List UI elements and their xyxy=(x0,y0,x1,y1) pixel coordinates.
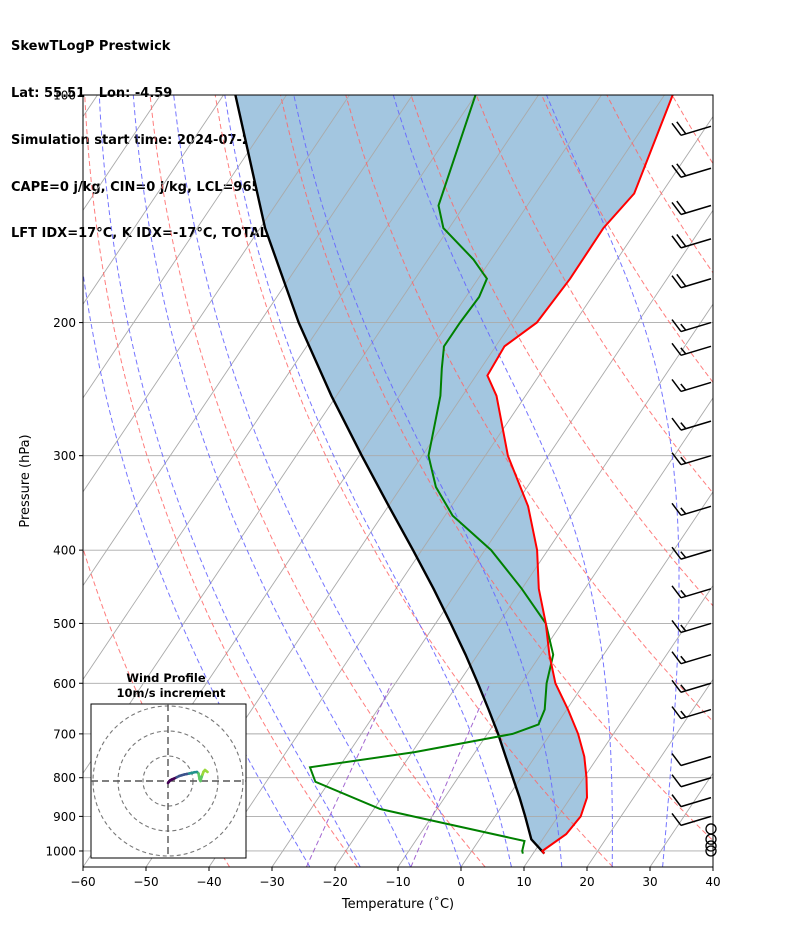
dry-adiabat-lines xyxy=(83,95,713,867)
y-tick-label: 800 xyxy=(53,771,76,785)
isotherm-line xyxy=(460,490,713,867)
isotherm-line xyxy=(208,115,713,867)
y-tick-label: 100 xyxy=(53,89,76,103)
isotherm-line xyxy=(83,95,287,399)
hodograph-segment xyxy=(204,769,209,774)
hodograph-inset: Wind Profile 10m/s increment xyxy=(90,671,247,859)
moist-adiabat-lines xyxy=(83,95,713,867)
isotherm-line xyxy=(83,95,224,305)
temperature-profile-line xyxy=(486,95,674,855)
wind-barb xyxy=(671,319,712,333)
y-tick-label: 400 xyxy=(53,544,76,558)
isotherm-line xyxy=(83,95,413,587)
isotherm-line xyxy=(271,209,713,867)
y-tick-label: 600 xyxy=(53,677,76,691)
y-tick-label: 900 xyxy=(53,810,76,824)
x-tick-label: 30 xyxy=(642,875,657,889)
x-tick-label: 10 xyxy=(516,875,531,889)
wind-barb xyxy=(671,585,712,599)
x-tick-label: −50 xyxy=(133,875,158,889)
location-line: Lat: 55.51 Lon: -4.59 xyxy=(11,85,173,101)
hodograph-title: Wind Profile xyxy=(126,671,206,685)
wind-barb xyxy=(671,200,712,216)
x-axis-label: Temperature (˚C) xyxy=(341,896,454,912)
dry-adiabat xyxy=(475,95,713,494)
x-axis: −60 −50 −40 −30 −20 −10 0 10 20 30 40 xyxy=(70,867,721,889)
chart-title: SkewTLogP Prestwick xyxy=(11,39,171,55)
moist-adiabat xyxy=(712,863,713,867)
cape-shading xyxy=(235,95,673,854)
moist-adiabat xyxy=(224,95,512,867)
wind-barb xyxy=(671,163,712,178)
wind-barb xyxy=(671,273,712,289)
moist-adiabat xyxy=(98,95,361,867)
x-tick-label: −60 xyxy=(70,875,95,889)
x-tick-label: −10 xyxy=(385,875,410,889)
y-tick-label: 300 xyxy=(53,449,76,463)
wind-barb xyxy=(671,417,712,431)
moist-adiabat xyxy=(392,95,613,867)
moist-adiabat xyxy=(83,269,311,867)
y-tick-label: 1000 xyxy=(45,844,76,858)
wind-barb xyxy=(705,845,717,857)
y-tick-label: 500 xyxy=(53,617,76,631)
wind-barb xyxy=(671,753,712,767)
dewpoint-profile-line xyxy=(308,95,555,854)
wind-barb xyxy=(671,774,712,788)
x-tick-label: 20 xyxy=(579,875,594,889)
x-tick-label: −30 xyxy=(259,875,284,889)
wind-barb xyxy=(671,342,712,357)
dry-adiabat xyxy=(84,95,358,867)
y-tick-label: 700 xyxy=(53,727,76,741)
mixing-ratio-line xyxy=(410,683,491,867)
wind-barb xyxy=(671,502,712,517)
dry-adiabat xyxy=(606,95,713,274)
wind-barb xyxy=(671,546,712,560)
wind-barb xyxy=(671,452,712,466)
mixing-ratio-lines xyxy=(305,683,491,867)
x-tick-label: 0 xyxy=(457,875,465,889)
wind-barb xyxy=(671,706,712,720)
x-tick-label: 40 xyxy=(705,875,720,889)
y-axis-label: Pressure (hPa) xyxy=(18,434,33,527)
plot-area xyxy=(83,95,713,867)
hodograph-subtitle: 10m/s increment xyxy=(117,686,226,700)
wind-barb xyxy=(671,121,712,137)
dry-adiabat xyxy=(149,95,486,867)
mixing-ratio-line xyxy=(305,683,393,867)
isotherm-line xyxy=(712,866,713,867)
wind-barb xyxy=(671,619,712,634)
wind-barbs xyxy=(671,121,717,857)
wind-barb xyxy=(671,812,712,827)
dry-adiabat xyxy=(214,95,614,867)
dry-adiabat xyxy=(410,95,713,607)
moist-adiabat xyxy=(132,95,412,867)
y-axis: 100 200 300 400 500 600 700 800 900 1000 xyxy=(45,89,83,858)
isotherm-line xyxy=(83,95,476,681)
wind-barb xyxy=(671,679,712,693)
wind-barb xyxy=(705,823,717,835)
wind-barb xyxy=(671,794,712,808)
x-tick-label: −40 xyxy=(196,875,221,889)
wind-barb xyxy=(705,840,717,852)
moist-adiabat xyxy=(293,95,563,867)
x-tick-label: −20 xyxy=(322,875,347,889)
dry-adiabat xyxy=(345,95,713,723)
moist-adiabat xyxy=(173,95,462,867)
y-tick-label: 200 xyxy=(53,316,76,330)
wind-barb xyxy=(671,233,712,249)
wind-barb xyxy=(671,651,712,665)
wind-barb xyxy=(671,378,712,393)
isotherm-line xyxy=(334,303,713,867)
parcel-profile-line xyxy=(234,95,546,855)
dry-adiabat xyxy=(671,95,713,165)
